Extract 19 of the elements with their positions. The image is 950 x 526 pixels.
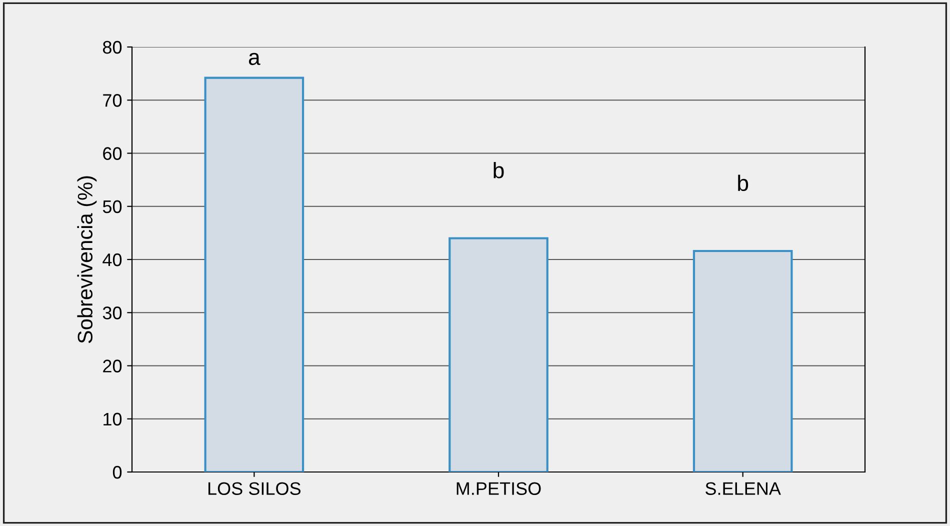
x-tick-label: M.PETISO [456,482,541,495]
annotation: b [738,174,748,192]
y-tick-label: 50 [102,200,122,214]
y-tick-label: 60 [103,147,122,160]
bar [692,250,793,472]
bar [448,237,548,472]
y-tick-label: 80 [102,40,122,54]
y-tick-label: 10 [104,412,122,426]
y-tick-label: 40 [102,253,122,266]
y-axis-title: Sobrevivencia (%) [77,176,97,344]
y-tick-label: 0 [112,466,122,479]
y-tick-label: 20 [103,360,122,372]
y-tick-label: 30 [102,306,122,320]
y-tick-label: 70 [103,94,122,107]
annotation: b [494,162,504,178]
bar [204,76,304,472]
x-tick-label: S.ELENA [706,482,781,495]
annotation: a [248,52,260,66]
x-tick-label: LOS SILOS [208,482,301,495]
